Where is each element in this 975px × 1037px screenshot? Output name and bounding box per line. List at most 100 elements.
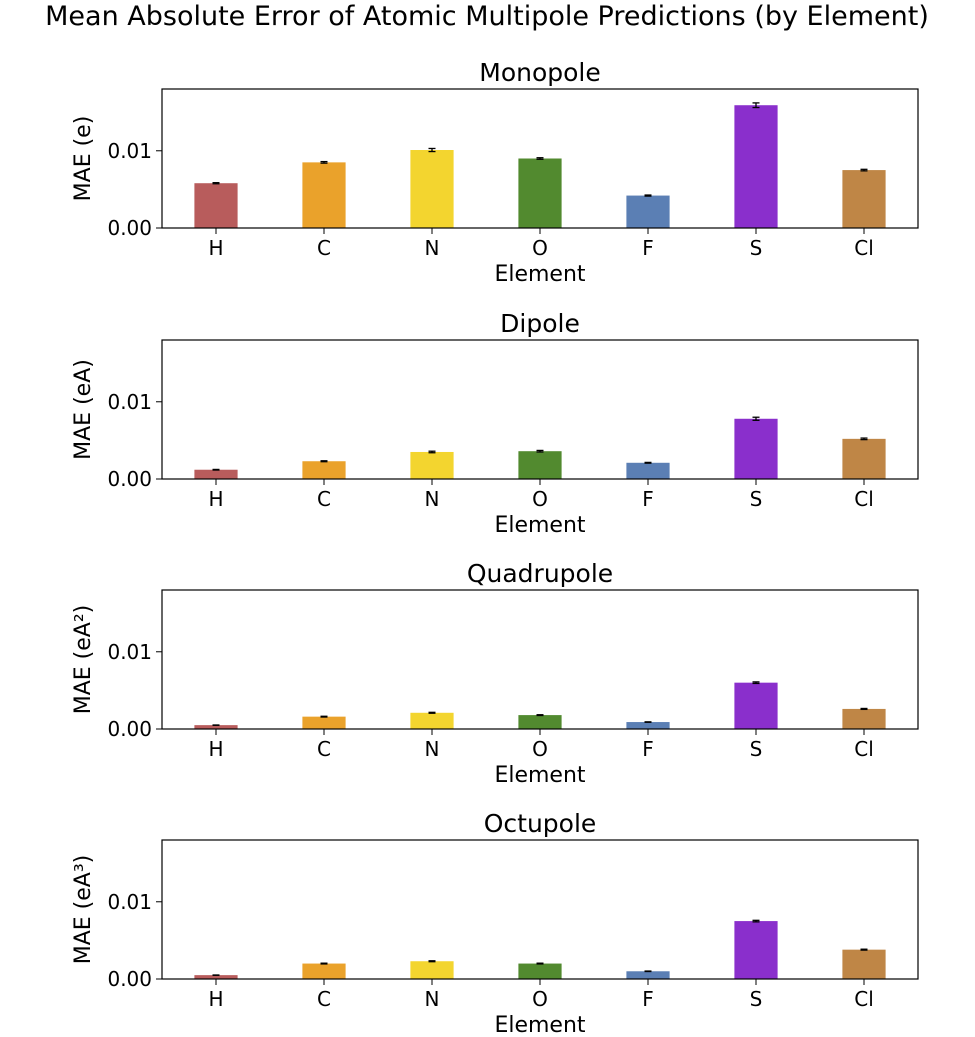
y-tick-label: 0.00 — [107, 967, 152, 991]
bar-f — [626, 722, 670, 729]
x-tick-label: H — [208, 487, 223, 511]
axes-frame — [161, 88, 919, 229]
y-tick-label: 0.00 — [107, 717, 152, 741]
error-bar-n — [428, 450, 436, 454]
x-tick-label: H — [208, 987, 223, 1011]
x-axis-label: Element — [494, 1013, 585, 1037]
x-tick-label: C — [317, 236, 331, 260]
bar-c — [302, 461, 346, 479]
panels: Monopole H C N O F S Cl 0.00 0.01 Element MAE (e) Di… — [71, 58, 919, 1037]
x-tick-label: F — [642, 737, 654, 761]
y-tick-label: 0.01 — [107, 890, 152, 914]
error-bar-c — [320, 962, 328, 965]
x-tick-label: S — [750, 987, 763, 1011]
error-bar-s — [752, 416, 760, 421]
x-tick-label: C — [317, 737, 331, 761]
error-bar-s — [752, 919, 760, 923]
x-tick-label: S — [750, 737, 763, 761]
bar-cl — [842, 708, 886, 729]
x-tick-label: N — [425, 737, 440, 761]
subplot-title: Monopole — [479, 58, 601, 87]
error-bar-o — [536, 714, 544, 717]
error-bar-o — [536, 962, 544, 965]
x-tick-label: N — [425, 236, 440, 260]
chart-panel-monopole: Monopole H C N O F S Cl 0.00 0.01 Element MAE (e) — [71, 58, 919, 287]
error-bar-o — [536, 449, 544, 453]
x-tick-label: S — [750, 236, 763, 260]
bar-c — [302, 963, 346, 979]
error-bar-n — [428, 147, 436, 153]
bar-s — [734, 682, 778, 729]
chart-panel-quadrupole: Quadrupole H C N O F S Cl 0.00 0.01 Element MAE (eA… — [71, 559, 919, 788]
y-axis-label: MAE (e) — [71, 116, 96, 202]
error-bar-o — [536, 157, 544, 160]
error-bar-cl — [860, 948, 868, 951]
bar-o — [518, 451, 562, 479]
bar-n — [410, 961, 454, 979]
error-bar-s — [752, 102, 760, 109]
bar-h — [194, 183, 238, 228]
x-tick-label: F — [642, 987, 654, 1011]
bar-f — [626, 971, 670, 979]
x-tick-label: N — [425, 987, 440, 1011]
x-tick-label: O — [532, 236, 548, 260]
x-tick-label: O — [532, 987, 548, 1011]
y-axis-label: MAE (eA³) — [71, 855, 96, 965]
error-bar-c — [320, 160, 328, 164]
x-tick-label: Cl — [854, 737, 874, 761]
error-bar-h — [212, 182, 220, 185]
x-axis-label: Element — [494, 763, 585, 788]
error-bar-cl — [860, 437, 868, 441]
chart-panel-octupole: Octupole H C N O F S Cl 0.00 0.01 Element MAE (eA³) — [71, 809, 919, 1037]
subplot-title: Quadrupole — [467, 559, 613, 588]
error-bar-c — [320, 460, 328, 463]
x-tick-label: O — [532, 737, 548, 761]
error-bar-f — [644, 194, 652, 197]
error-bar-n — [428, 960, 436, 963]
x-tick-label: F — [642, 236, 654, 260]
y-tick-label: 0.01 — [107, 139, 152, 163]
bar-c — [302, 716, 346, 729]
error-bar-f — [644, 461, 652, 464]
bar-s — [734, 105, 778, 228]
bar-c — [302, 162, 346, 228]
bar-n — [410, 451, 454, 479]
bar-f — [626, 195, 670, 228]
bar-n — [410, 712, 454, 729]
error-bar-n — [428, 711, 436, 714]
error-bar-cl — [860, 168, 868, 172]
bar-s — [734, 418, 778, 479]
bar-f — [626, 462, 670, 479]
bar-s — [734, 921, 778, 979]
bar-h — [194, 469, 238, 479]
bar-h — [194, 725, 238, 729]
bar-n — [410, 150, 454, 228]
axes-frame — [161, 589, 919, 730]
y-tick-label: 0.00 — [107, 216, 152, 240]
x-tick-label: H — [208, 236, 223, 260]
error-bar-h — [212, 468, 220, 471]
bar-cl — [842, 949, 886, 979]
subplot-title: Octupole — [484, 809, 597, 838]
y-tick-label: 0.01 — [107, 390, 152, 414]
x-tick-label: N — [425, 487, 440, 511]
x-tick-label: O — [532, 487, 548, 511]
bar-cl — [842, 438, 886, 479]
axes-frame — [161, 839, 919, 980]
x-tick-label: F — [642, 487, 654, 511]
x-tick-label: Cl — [854, 987, 874, 1011]
bar-h — [194, 975, 238, 979]
bar-cl — [842, 170, 886, 228]
x-axis-label: Element — [494, 513, 585, 538]
bar-o — [518, 715, 562, 729]
x-axis-label: Element — [494, 262, 585, 287]
x-tick-label: S — [750, 487, 763, 511]
y-axis-label: MAE (eA²) — [71, 605, 96, 715]
y-tick-label: 0.00 — [107, 467, 152, 491]
chart-panel-dipole: Dipole H C N O F S Cl 0.00 0.01 Element MAE (eA) — [71, 309, 919, 538]
bar-o — [518, 963, 562, 979]
x-tick-label: C — [317, 987, 331, 1011]
y-axis-label: MAE (eA) — [71, 359, 96, 460]
error-bar-cl — [860, 707, 868, 711]
